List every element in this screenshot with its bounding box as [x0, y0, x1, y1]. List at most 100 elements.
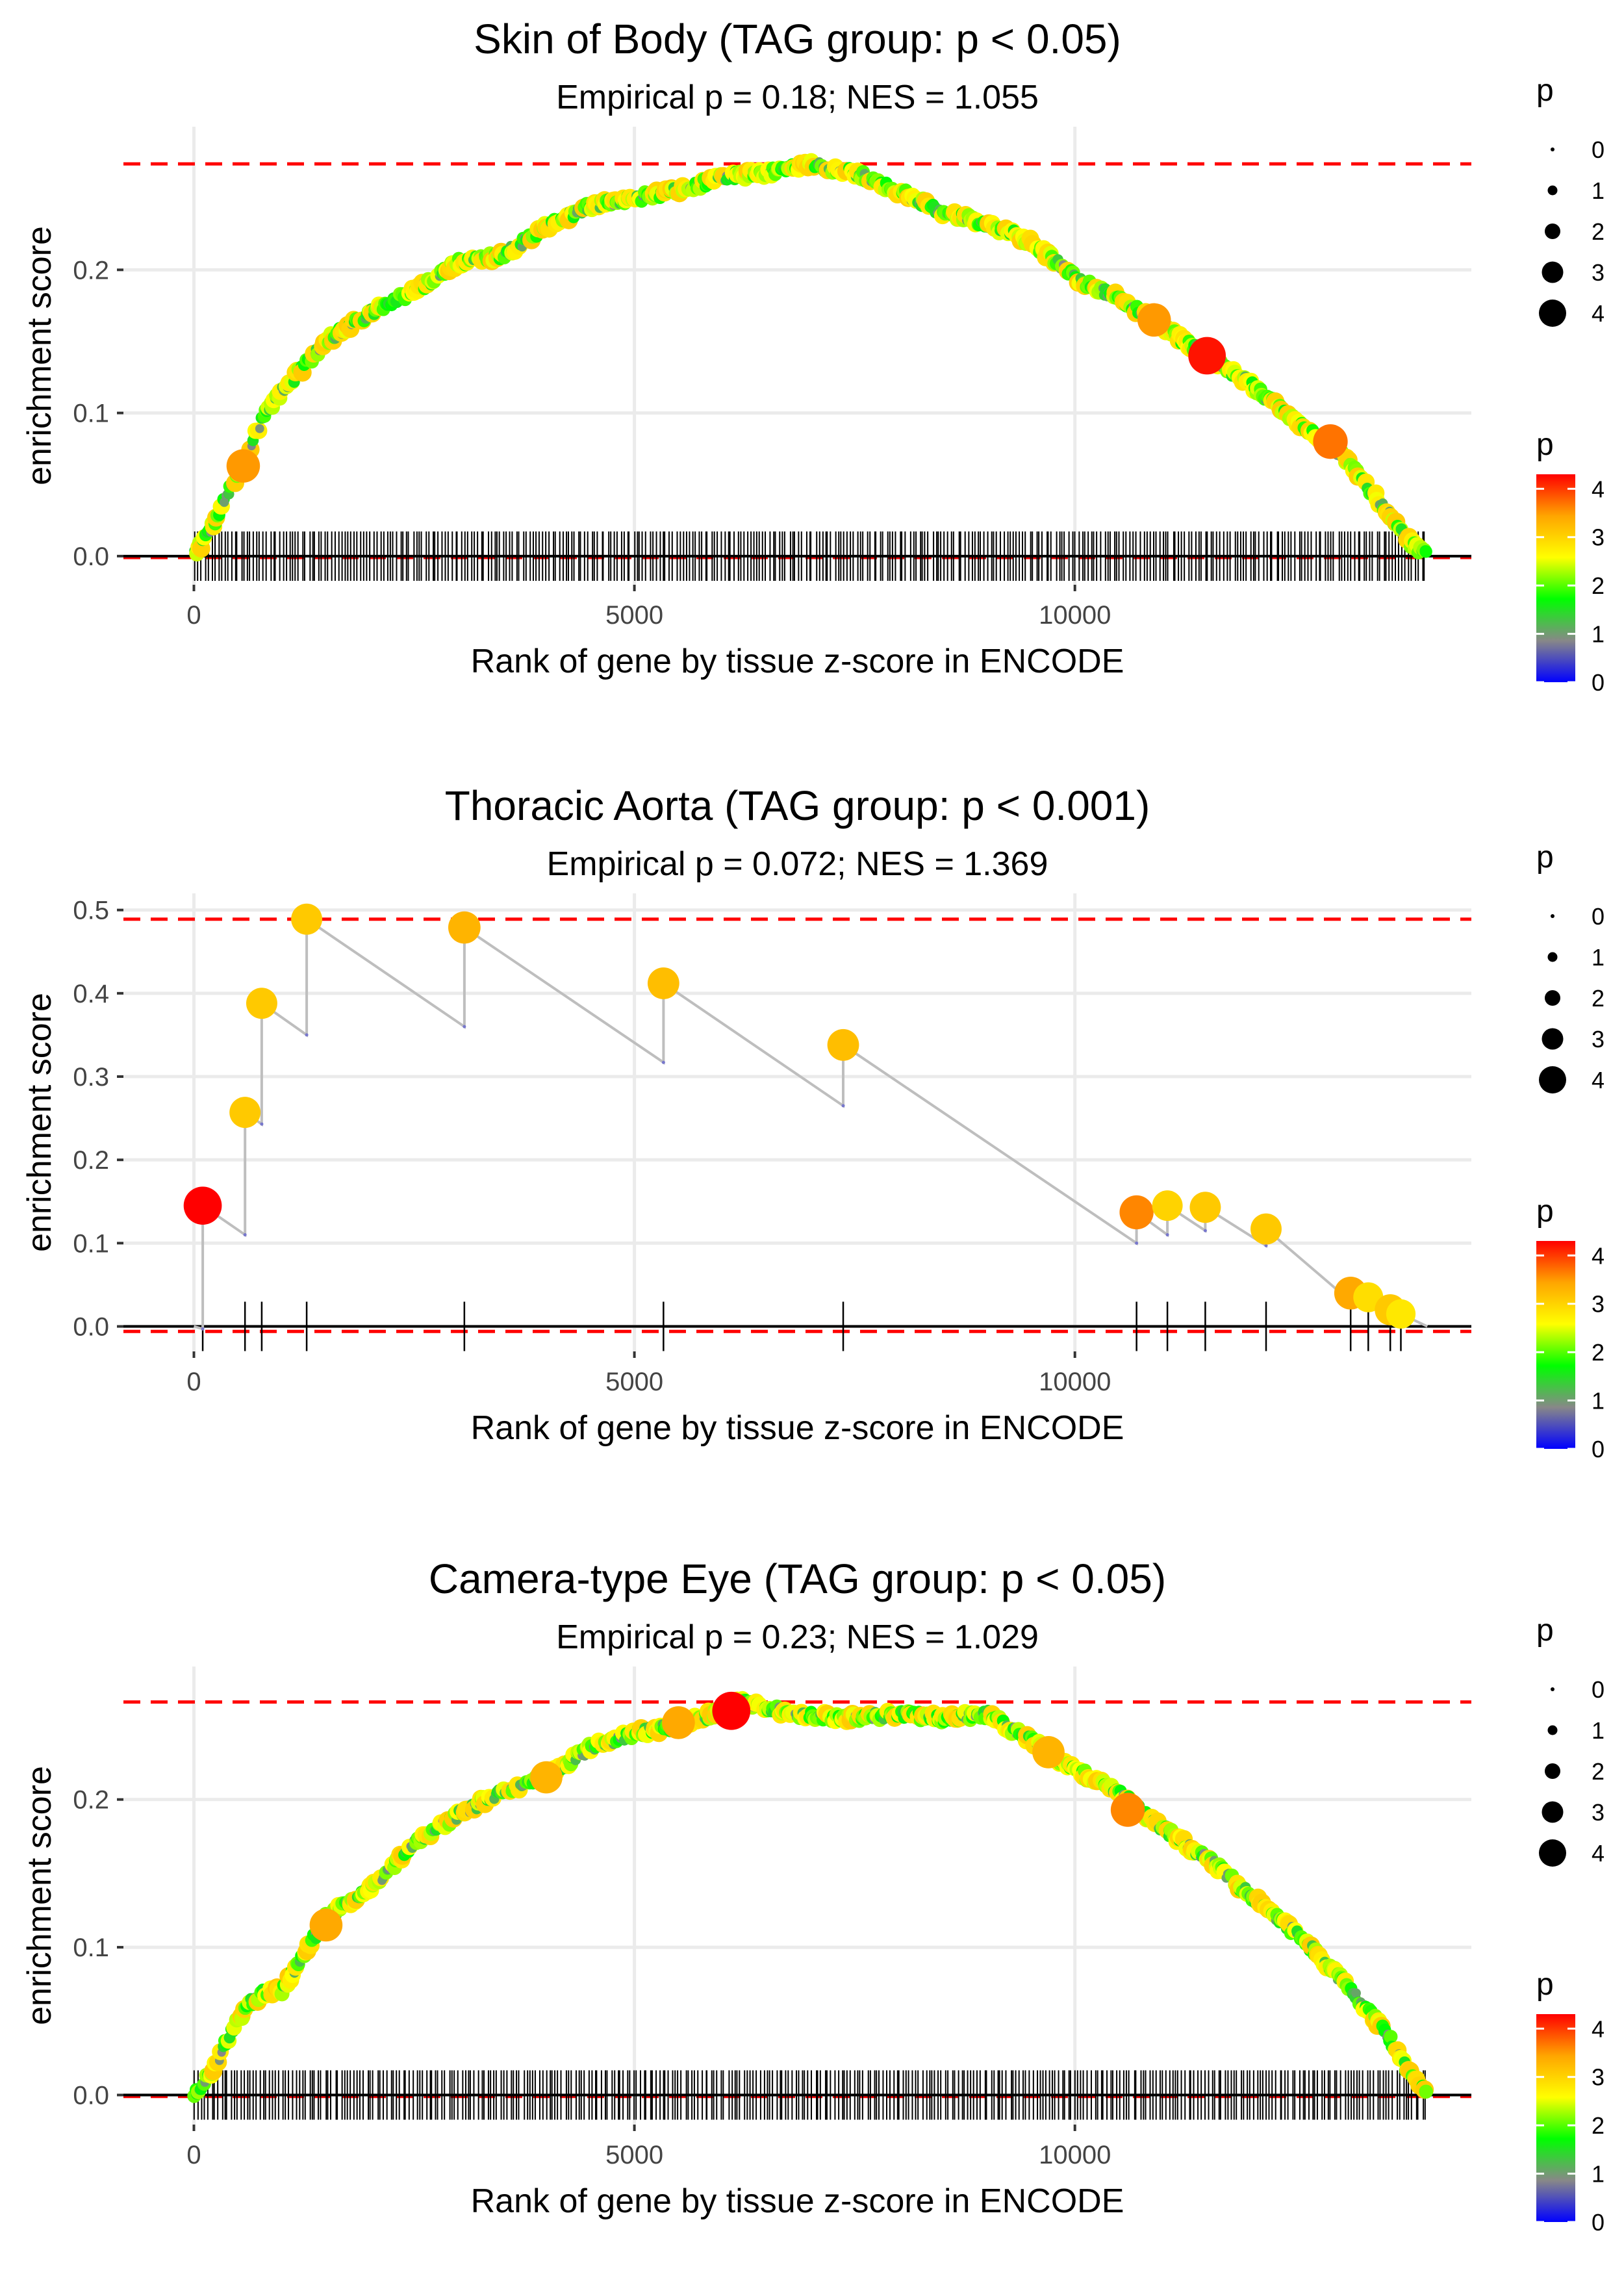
es-highlight-point	[1189, 1192, 1221, 1223]
color-legend-title: p	[1536, 1194, 1554, 1229]
size-legend-label: 4	[1592, 300, 1605, 327]
panel-title: Thoracic Aorta (TAG group: p < 0.001)	[445, 782, 1150, 829]
x-axis-title: Rank of gene by tissue z-score in ENCODE	[471, 1409, 1124, 1447]
es-points	[187, 1691, 1434, 2103]
es-valley-point	[1264, 1244, 1268, 1247]
y-tick-label: 0.5	[73, 897, 109, 925]
es-highlight-point	[246, 988, 277, 1019]
y-axis-title: enrichment score	[21, 993, 58, 1252]
color-legend-label: 2	[1592, 1339, 1605, 1366]
color-legend-label: 1	[1592, 1388, 1605, 1414]
es-highlight-point	[647, 967, 679, 999]
es-highlight-point	[1032, 1736, 1065, 1769]
panel-title: Skin of Body (TAG group: p < 0.05)	[474, 16, 1121, 62]
es-point	[1419, 2084, 1434, 2099]
size-legend-dot	[1551, 147, 1554, 151]
size-legend-label: 3	[1592, 1026, 1605, 1053]
size-legend-dot	[1551, 914, 1554, 918]
color-legend-title: p	[1536, 1967, 1554, 2002]
size-legend-label: 4	[1592, 1067, 1605, 1093]
size-legend-dot	[1542, 1801, 1564, 1823]
color-legend-label: 2	[1592, 572, 1605, 599]
es-valley-point	[305, 1033, 309, 1037]
es-valley-point	[1135, 1241, 1139, 1245]
es-curve	[193, 916, 1428, 1331]
es-points	[189, 153, 1432, 562]
size-legend-label: 4	[1592, 1840, 1605, 1867]
x-tick-label: 10000	[1039, 601, 1111, 630]
es-highlight-point	[1386, 1299, 1416, 1329]
color-legend-label: 2	[1592, 2112, 1605, 2139]
size-legend-dot	[1542, 261, 1564, 283]
size-legend-label: 1	[1592, 944, 1605, 971]
color-legend-label: 1	[1592, 621, 1605, 648]
size-legend-dot	[1545, 1763, 1560, 1779]
color-legend-label: 4	[1592, 2015, 1605, 2042]
x-tick-label: 0	[186, 601, 201, 630]
size-legend-dot	[1547, 185, 1558, 196]
panel-1: Skin of Body (TAG group: p < 0.05) Empiri…	[21, 16, 1605, 696]
size-legend-dot	[1539, 1839, 1566, 1867]
size-legend-dot	[1551, 1687, 1554, 1691]
size-legend-label: 2	[1592, 985, 1605, 1012]
color-legend-label: 3	[1592, 1291, 1605, 1318]
x-tick-label: 5000	[605, 1368, 663, 1396]
es-highlight-point	[1188, 337, 1226, 375]
y-axis-title: enrichment score	[21, 226, 58, 485]
panel-subtitle: Empirical p = 0.072; NES = 1.369	[547, 845, 1048, 883]
es-highlight-point	[827, 1028, 859, 1061]
size-legend-dot	[1539, 1066, 1566, 1093]
es-valley-point	[1165, 1233, 1169, 1237]
es-highlight-point	[1119, 1195, 1154, 1230]
x-tick-label: 10000	[1039, 2141, 1111, 2169]
size-legend-title: p	[1536, 73, 1554, 108]
es-valley-point	[661, 1060, 665, 1064]
y-tick-label: 0.0	[73, 2082, 109, 2110]
x-tick-label: 0	[186, 2141, 201, 2169]
x-axis-title: Rank of gene by tissue z-score in ENCODE	[471, 2182, 1124, 2220]
es-curve	[192, 162, 1428, 557]
size-legend-dot	[1542, 1028, 1564, 1050]
y-tick-label: 0.1	[73, 400, 109, 428]
es-highlight-point	[309, 1908, 343, 1942]
color-legend-label: 0	[1592, 1436, 1605, 1463]
y-tick-label: 0.4	[73, 980, 109, 1008]
y-tick-label: 0.2	[73, 1146, 109, 1175]
color-legend-label: 0	[1592, 669, 1605, 696]
es-point	[1384, 2030, 1398, 2044]
size-legend-dot	[1539, 300, 1566, 327]
es-valley-point	[1203, 1229, 1207, 1233]
es-valley-point	[841, 1104, 845, 1108]
x-tick-label: 0	[186, 1368, 201, 1396]
size-legend-label: 3	[1592, 1799, 1605, 1826]
es-highlight-point	[1110, 1793, 1145, 1827]
x-tick-label: 10000	[1039, 1368, 1111, 1396]
panel-2: Thoracic Aorta (TAG group: p < 0.001) Emp…	[21, 782, 1605, 1463]
es-point	[1419, 545, 1432, 558]
panel-subtitle: Empirical p = 0.18; NES = 1.055	[556, 79, 1039, 116]
size-legend-label: 1	[1592, 177, 1605, 204]
es-highlight-point	[229, 1097, 261, 1129]
es-point	[255, 424, 264, 433]
y-tick-label: 0.1	[73, 1229, 109, 1258]
es-highlight-point	[1152, 1190, 1183, 1221]
size-legend-label: 2	[1592, 1758, 1605, 1785]
es-valley-point	[260, 1122, 264, 1126]
panel-3: Camera-type Eye (TAG group: p < 0.05) Emp…	[21, 1555, 1605, 2236]
x-tick-label: 5000	[605, 601, 663, 630]
es-highlight-point	[1313, 424, 1348, 459]
color-legend-label: 4	[1592, 1242, 1605, 1269]
es-highlight-point	[448, 911, 481, 944]
y-tick-label: 0.2	[73, 1786, 109, 1815]
size-legend-dot	[1545, 990, 1560, 1006]
panel-title: Camera-type Eye (TAG group: p < 0.05)	[429, 1555, 1166, 1602]
y-tick-label: 0.3	[73, 1063, 109, 1092]
size-legend-label: 0	[1592, 903, 1605, 930]
color-legend-label: 4	[1592, 476, 1605, 502]
es-valley-point	[243, 1233, 247, 1237]
es-highlight-point	[530, 1761, 563, 1794]
es-point	[1351, 1988, 1361, 1999]
y-axis-title: enrichment score	[21, 1766, 58, 2025]
color-legend-bar	[1536, 1241, 1575, 1449]
